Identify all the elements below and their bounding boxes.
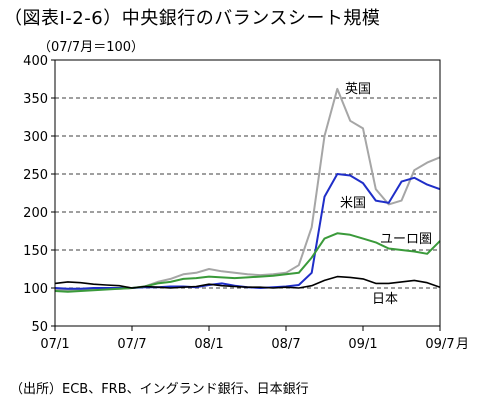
series-label-0: 英国 (345, 82, 371, 97)
series-line-3 (54, 275, 441, 289)
series-lines (54, 87, 441, 293)
x-tick-label: 09/7 (425, 337, 454, 352)
series-label-3: 日本 (372, 292, 398, 307)
y-tick-label: 50 (31, 320, 48, 335)
y-tick-label: 300 (23, 130, 48, 145)
grid-lines (55, 97, 440, 289)
x-tick-label: 09/1 (348, 337, 377, 352)
x-tick-label: 07/1 (40, 337, 69, 352)
y-tick-label: 150 (23, 244, 48, 259)
series-label-2: ユーロ圏 (380, 232, 432, 247)
y-tick-label: 400 (23, 54, 48, 69)
y-tick-label: 250 (23, 168, 48, 183)
y-tick-label: 200 (23, 206, 48, 221)
y-tick-label: 350 (23, 92, 48, 107)
x-tick-label: 07/7 (117, 337, 146, 352)
unit-note: （07/7月＝100） (38, 40, 145, 55)
source-note: （出所）ECB、FRB、イングランド銀行、日本銀行 (10, 382, 309, 397)
series-line-2 (54, 232, 441, 293)
x-axis-unit-label: 月 (456, 337, 469, 352)
y-axis-ticks: 50 100 150 200 250 300 350 400 (23, 54, 55, 335)
plot-frame (54, 59, 441, 327)
x-axis-ticks: 07/1 07/7 08/1 08/7 09/1 09/7 (40, 326, 455, 352)
y-tick-label: 100 (23, 282, 48, 297)
series-line-0 (54, 87, 441, 292)
chart-title: （図表Ⅰ-2-6）中央銀行のバランスシート規模 (4, 8, 381, 29)
x-tick-label: 08/7 (271, 337, 300, 352)
series-label-1: 米国 (340, 196, 366, 211)
x-tick-label: 08/1 (194, 337, 223, 352)
